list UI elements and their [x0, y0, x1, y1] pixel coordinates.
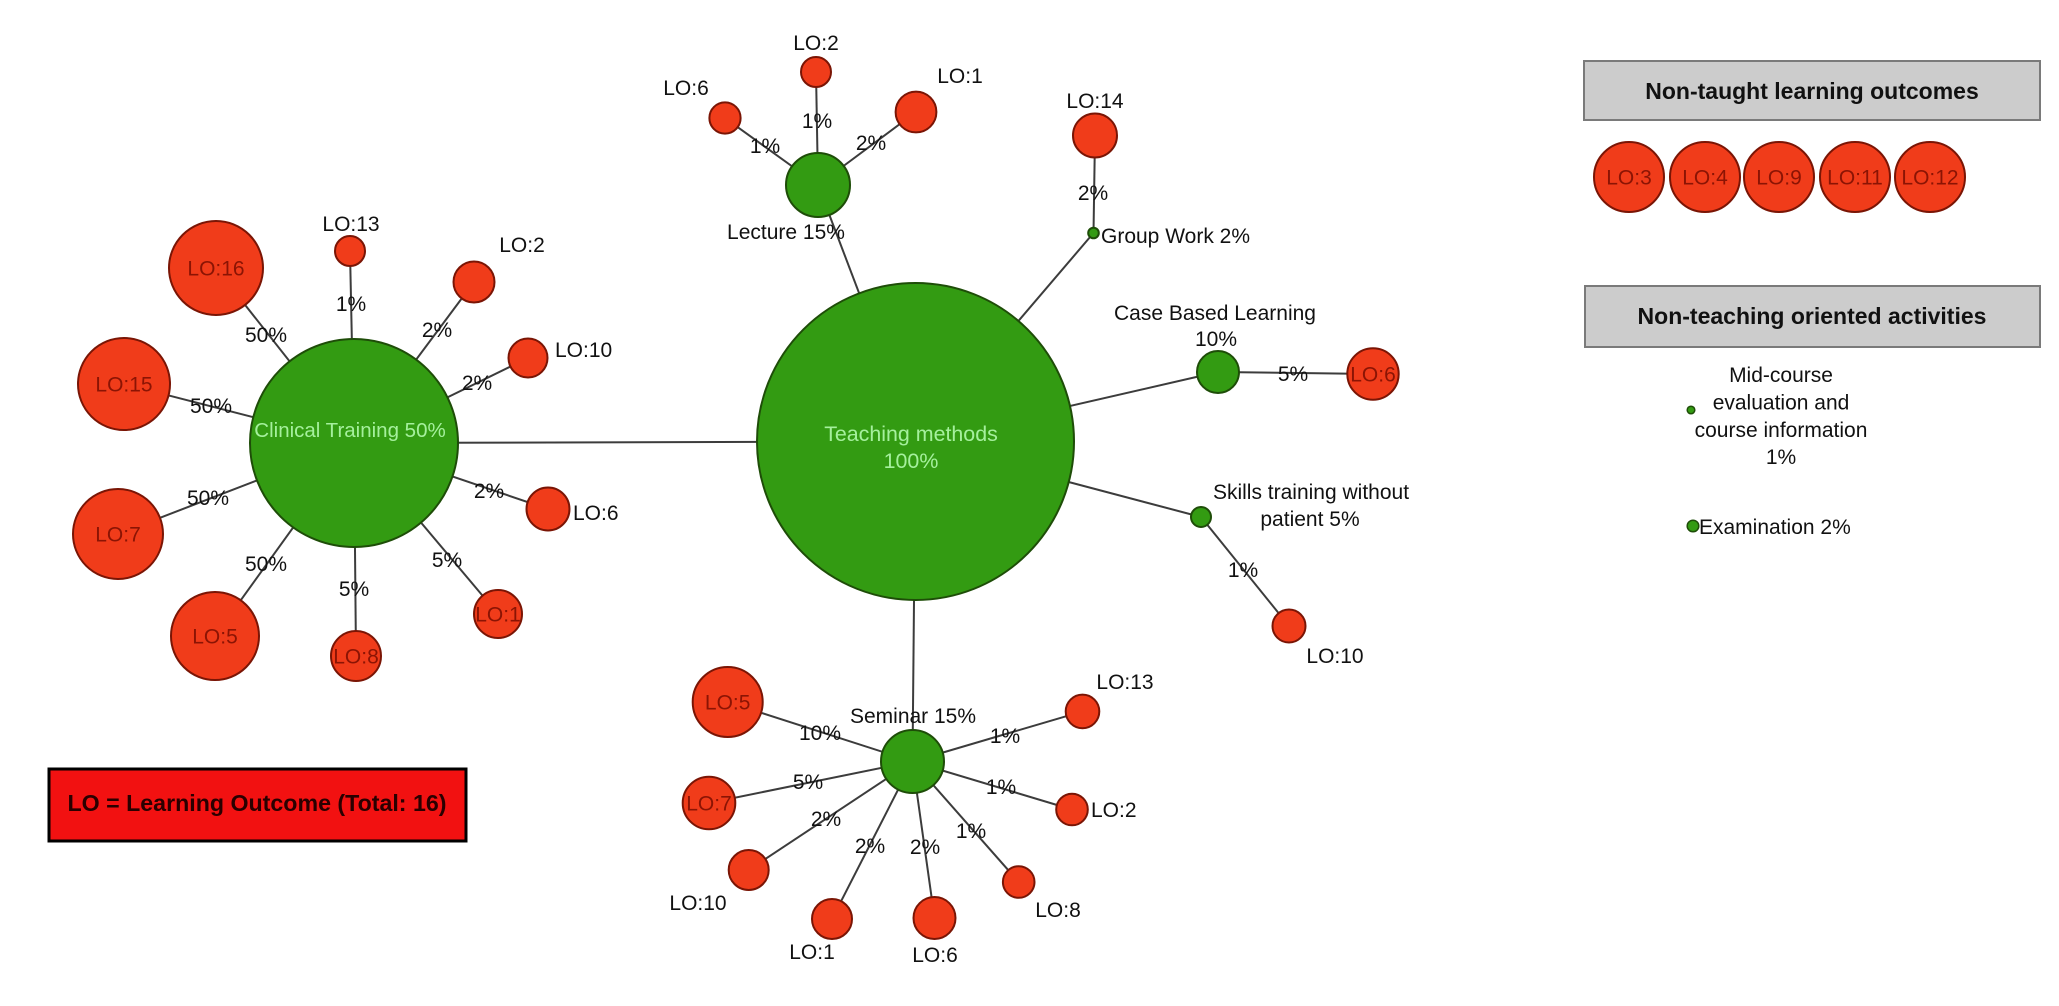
svg-text:LO:7: LO:7 [95, 524, 141, 547]
svg-text:Teaching methods: Teaching methods [824, 422, 998, 446]
svg-text:1%: 1% [986, 776, 1016, 799]
svg-text:LO:1: LO:1 [789, 941, 835, 964]
svg-text:1%: 1% [1228, 559, 1258, 582]
svg-text:50%: 50% [187, 487, 229, 510]
svg-text:Non-taught learning outcomes: Non-taught learning outcomes [1645, 78, 1979, 104]
svg-text:10%: 10% [799, 722, 841, 745]
svg-text:LO:5: LO:5 [192, 626, 238, 649]
svg-text:2%: 2% [910, 836, 940, 859]
svg-text:LO:6: LO:6 [912, 944, 958, 967]
svg-text:LO:15: LO:15 [95, 374, 152, 397]
svg-text:LO:10: LO:10 [1306, 645, 1363, 668]
svg-text:1%: 1% [336, 293, 366, 316]
svg-text:LO:2: LO:2 [793, 32, 839, 55]
svg-text:patient 5%: patient 5% [1260, 508, 1359, 531]
svg-text:50%: 50% [245, 553, 287, 576]
svg-text:LO:2: LO:2 [1091, 799, 1137, 822]
svg-text:2%: 2% [422, 319, 452, 342]
svg-text:5%: 5% [1278, 363, 1308, 386]
svg-text:LO:6: LO:6 [573, 502, 619, 525]
svg-text:Case Based Learning: Case Based Learning [1114, 302, 1316, 325]
svg-text:5%: 5% [793, 771, 823, 794]
svg-text:Examination 2%: Examination 2% [1699, 516, 1851, 539]
svg-text:Lecture 15%: Lecture 15% [727, 221, 845, 244]
svg-text:1%: 1% [956, 820, 986, 843]
svg-text:LO:10: LO:10 [669, 892, 726, 915]
svg-text:LO:7: LO:7 [686, 793, 732, 816]
svg-text:Group Work 2%: Group Work 2% [1101, 225, 1250, 248]
svg-text:LO:10: LO:10 [555, 339, 612, 362]
svg-text:evaluation and: evaluation and [1713, 391, 1850, 414]
svg-text:LO:4: LO:4 [1682, 167, 1728, 190]
svg-text:LO:12: LO:12 [1901, 167, 1958, 190]
svg-text:5%: 5% [339, 578, 369, 601]
svg-text:2%: 2% [856, 132, 886, 155]
svg-text:LO:14: LO:14 [1066, 90, 1124, 113]
svg-text:50%: 50% [245, 324, 287, 347]
svg-text:LO:16: LO:16 [187, 258, 244, 281]
svg-text:1%: 1% [802, 110, 832, 133]
svg-text:LO = Learning Outcome (Total:: LO = Learning Outcome (Total: 16) [68, 790, 447, 816]
svg-text:Non-teaching oriented activiti: Non-teaching oriented activities [1638, 303, 1987, 329]
svg-text:2%: 2% [462, 372, 492, 395]
svg-text:Skills training without: Skills training without [1213, 481, 1409, 504]
svg-text:1%: 1% [990, 725, 1020, 748]
svg-text:LO:1: LO:1 [937, 65, 983, 88]
svg-text:1%: 1% [1766, 446, 1796, 469]
svg-text:Seminar 15%: Seminar 15% [850, 705, 976, 728]
svg-text:2%: 2% [811, 808, 841, 831]
svg-text:Mid-course: Mid-course [1729, 364, 1833, 387]
svg-text:LO:6: LO:6 [663, 77, 709, 100]
svg-text:LO:11: LO:11 [1827, 167, 1883, 190]
svg-text:2%: 2% [474, 480, 504, 503]
svg-text:LO:9: LO:9 [1756, 167, 1802, 190]
svg-text:100%: 100% [884, 449, 939, 473]
svg-text:2%: 2% [1078, 182, 1108, 205]
svg-text:LO:13: LO:13 [322, 213, 379, 236]
svg-text:LO:3: LO:3 [1606, 167, 1652, 190]
svg-text:Clinical Training 50%: Clinical Training 50% [254, 419, 445, 442]
svg-text:LO:8: LO:8 [1035, 899, 1081, 922]
svg-text:LO:8: LO:8 [333, 646, 379, 669]
svg-text:10%: 10% [1195, 328, 1237, 351]
svg-text:LO:6: LO:6 [1350, 364, 1396, 387]
svg-text:LO:1: LO:1 [475, 604, 521, 627]
svg-text:course information: course information [1695, 419, 1868, 442]
svg-text:50%: 50% [190, 395, 232, 418]
svg-text:LO:13: LO:13 [1096, 671, 1153, 694]
svg-text:5%: 5% [432, 549, 462, 572]
svg-text:LO:5: LO:5 [705, 692, 751, 715]
svg-text:2%: 2% [855, 835, 885, 858]
svg-text:LO:2: LO:2 [499, 234, 545, 257]
svg-text:1%: 1% [750, 135, 780, 158]
